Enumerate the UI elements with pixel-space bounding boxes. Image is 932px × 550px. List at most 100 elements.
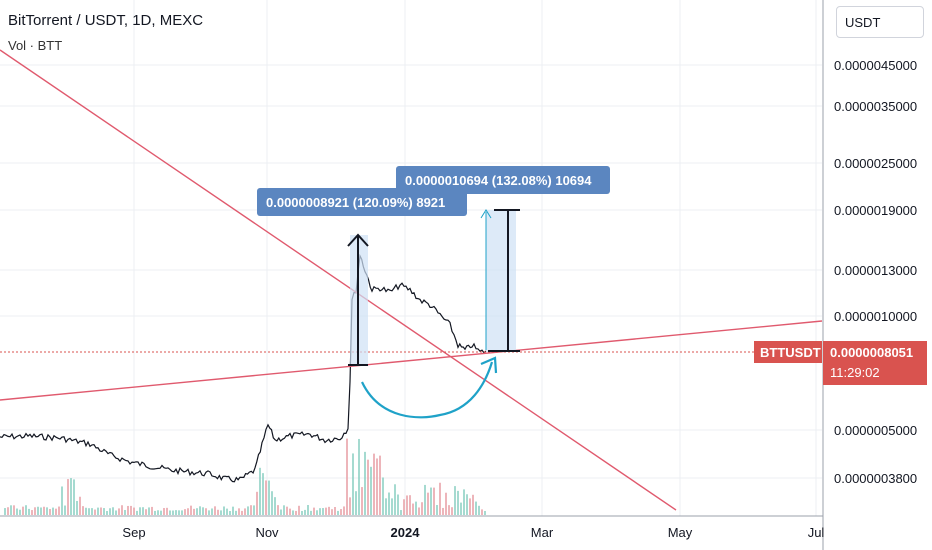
volume-bar (313, 507, 315, 515)
volume-bar (169, 510, 171, 515)
volume-bar (103, 508, 105, 515)
volume-bar (133, 507, 135, 515)
volume-bar (271, 491, 273, 515)
volume-bar (250, 505, 252, 515)
volume-bar (268, 480, 270, 515)
volume-bar (148, 507, 150, 515)
volume-bar (49, 508, 51, 515)
volume-bar (427, 492, 429, 515)
volume-bar (283, 505, 285, 515)
volume-bar (355, 491, 357, 515)
volume-bar (406, 495, 408, 515)
volume-bar (334, 507, 336, 515)
currency-button[interactable]: USDT (836, 6, 924, 38)
volume-bar (328, 506, 330, 515)
volume-indicator-label[interactable]: Vol · BTT (8, 38, 63, 53)
descending-trendline (0, 49, 677, 511)
volume-bar (382, 477, 384, 515)
volume-bar (76, 500, 78, 515)
volume-bar (412, 503, 414, 515)
volume-bar (256, 491, 258, 515)
volume-bar (340, 509, 342, 515)
volume-bar (460, 502, 462, 515)
volume-bar (187, 508, 189, 515)
chart-title: BitTorrent / USDT, 1D, MEXC (8, 12, 204, 29)
x-tick-label: Nov (255, 525, 279, 540)
volume-bar (277, 505, 279, 515)
volume-bar (13, 505, 15, 515)
x-tick-label: May (668, 525, 693, 540)
volume-bar (262, 473, 264, 515)
volume-bar (166, 507, 168, 515)
volume-bar (481, 509, 483, 515)
volume-bar (235, 510, 237, 515)
volume-bar (280, 509, 282, 515)
callout-1: 0.0000008921 (120.09%) 8921 (257, 188, 467, 216)
volume-bar (346, 438, 348, 515)
volume-bar (109, 508, 111, 515)
volume-bar (145, 509, 147, 515)
ascending-trendline (0, 320, 823, 401)
volume-bar (157, 510, 159, 515)
volume-bar (58, 506, 60, 515)
volume-bar (316, 510, 318, 515)
y-tick-label: 0.0000003800 (834, 471, 917, 486)
volume-bar (391, 498, 393, 515)
y-tick-label: 0.0000005000 (834, 423, 917, 438)
cup-curve-arrow (361, 361, 494, 419)
volume-bar (349, 497, 351, 515)
volume-bar (94, 509, 96, 515)
volume-bar (97, 507, 99, 515)
volume-bar (43, 506, 45, 515)
volume-bar (226, 508, 228, 515)
y-tick-label: 0.0000025000 (834, 156, 917, 171)
volume-bar (151, 506, 153, 515)
volume-bar (88, 508, 90, 515)
volume-bar (106, 510, 108, 515)
volume-bar (475, 501, 477, 515)
price-tag-countdown: 11:29:02 (830, 365, 880, 380)
price-series-line (0, 253, 487, 483)
volume-bar (124, 509, 126, 515)
callout-1-text: 0.0000008921 (120.09%) 8921 (266, 195, 445, 210)
volume-bar (7, 507, 9, 515)
volume-bar (322, 508, 324, 515)
volume-bar (301, 510, 303, 515)
volume-bar (193, 508, 195, 515)
volume-bar (190, 505, 192, 515)
volume-bar (484, 510, 486, 515)
volume-bar (10, 505, 12, 515)
volume-bar (409, 495, 411, 515)
volume-bar (199, 506, 201, 515)
volume-bar (385, 498, 387, 515)
measure-box-2 (486, 210, 516, 352)
volume-bar (100, 507, 102, 515)
x-tick-label: Mar (531, 525, 554, 540)
volume-bar (34, 507, 36, 515)
volume-bar (73, 479, 75, 515)
volume-bar (454, 486, 456, 515)
volume-bar (184, 509, 186, 515)
volume-bar (298, 505, 300, 515)
volume-bar (259, 467, 261, 515)
volume-bar (472, 494, 474, 515)
volume-bar (238, 508, 240, 515)
callout-2: 0.0000010694 (132.08%) 10694 (396, 166, 610, 194)
volume-bar (79, 496, 81, 515)
volume-bar (436, 504, 438, 515)
volume-bar (253, 505, 255, 515)
volume-bar (67, 479, 69, 515)
volume-bar (229, 510, 231, 515)
price-axis-panel[interactable] (823, 0, 932, 550)
volume-bar (439, 482, 441, 515)
x-axis-tick-labels: Sep Nov 2024 Mar May Jul (122, 525, 824, 540)
volume-bar (217, 509, 219, 515)
volume-bar (370, 466, 372, 515)
volume-bar (16, 508, 18, 515)
volume-bar (118, 508, 120, 515)
volume-bar (337, 510, 339, 515)
volume-bar (196, 508, 198, 515)
volume-bar (46, 507, 48, 515)
volume-bar (202, 507, 204, 515)
